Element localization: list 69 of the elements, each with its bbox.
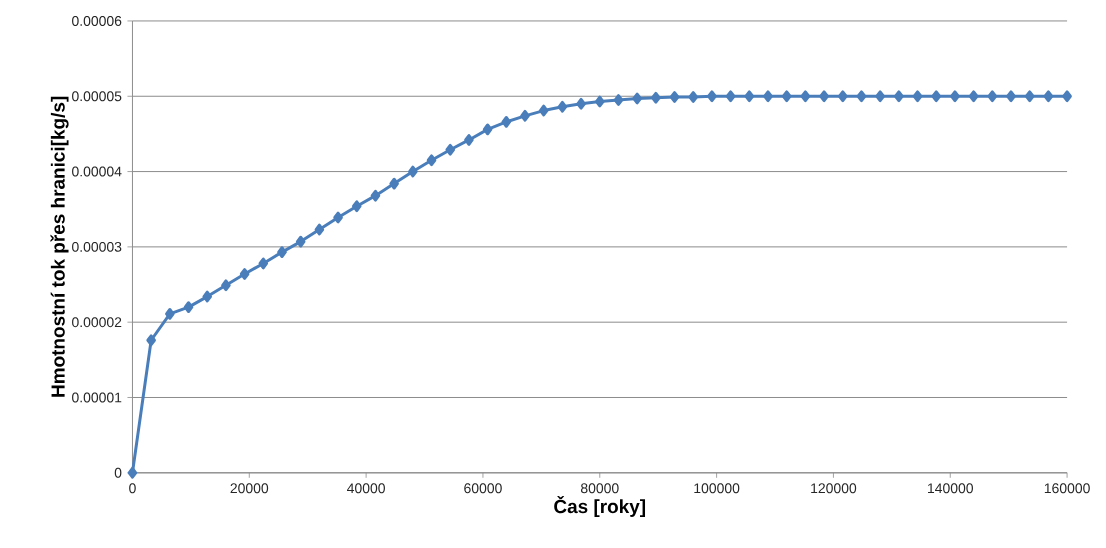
point — [744, 90, 755, 103]
point — [669, 91, 680, 104]
point — [501, 116, 512, 128]
point — [968, 90, 979, 103]
x-tick-label: 40000 — [347, 483, 385, 494]
point — [127, 467, 138, 479]
point — [875, 90, 885, 103]
point — [221, 279, 231, 292]
point — [987, 90, 998, 103]
y-axis-title: Hmotnostní tok přes hranici[kg/s] — [50, 97, 69, 397]
point — [183, 301, 194, 314]
point — [931, 90, 942, 103]
point — [165, 308, 175, 320]
point — [725, 90, 736, 103]
point — [333, 211, 343, 224]
point — [557, 101, 568, 113]
x-tick-label: 0 — [129, 483, 136, 494]
point — [239, 268, 250, 281]
point — [707, 90, 717, 103]
point — [314, 223, 325, 236]
x-tick-label: 160000 — [1044, 483, 1090, 494]
point — [763, 90, 773, 103]
point — [594, 95, 605, 108]
point — [1024, 90, 1035, 103]
x-tick-label: 100000 — [694, 483, 740, 494]
point — [912, 90, 923, 103]
point — [1062, 90, 1072, 103]
point — [688, 91, 699, 104]
point — [894, 90, 904, 103]
y-tick-label: 0.00003 — [72, 242, 122, 253]
point — [837, 90, 848, 103]
point — [370, 189, 381, 202]
x-tick-label: 60000 — [464, 483, 502, 494]
x-tick-label: 140000 — [928, 483, 974, 494]
y-tick-label: 0.00005 — [72, 91, 122, 102]
point — [482, 123, 493, 136]
point — [445, 144, 456, 156]
x-axis-title: Čas [roky] — [554, 496, 646, 518]
point — [613, 94, 624, 107]
point — [800, 90, 811, 103]
y-tick-label: 0.00002 — [72, 317, 122, 328]
point — [258, 257, 269, 270]
point — [389, 177, 399, 190]
point — [146, 334, 156, 347]
x-tick-label: 20000 — [230, 483, 269, 494]
y-tick-label: 0.00006 — [72, 16, 122, 27]
point — [856, 90, 867, 103]
point — [781, 90, 792, 103]
y-tick-label: 0.00001 — [72, 392, 122, 403]
point — [950, 90, 960, 103]
point — [1043, 90, 1054, 103]
x-tick-label: 80000 — [580, 483, 619, 494]
y-tick-label: 0 — [114, 468, 122, 478]
point — [277, 246, 287, 259]
point — [426, 154, 437, 167]
point — [351, 200, 362, 213]
point — [408, 165, 418, 178]
point — [632, 92, 642, 105]
x-tick-label: 120000 — [811, 483, 857, 494]
point — [576, 98, 586, 110]
point — [520, 110, 530, 122]
point — [819, 90, 829, 103]
point — [464, 134, 474, 147]
y-tick-label: 0.00004 — [72, 166, 122, 177]
point — [651, 92, 661, 104]
point — [202, 290, 213, 303]
point — [538, 104, 549, 117]
point — [295, 235, 306, 248]
point — [1006, 90, 1016, 103]
